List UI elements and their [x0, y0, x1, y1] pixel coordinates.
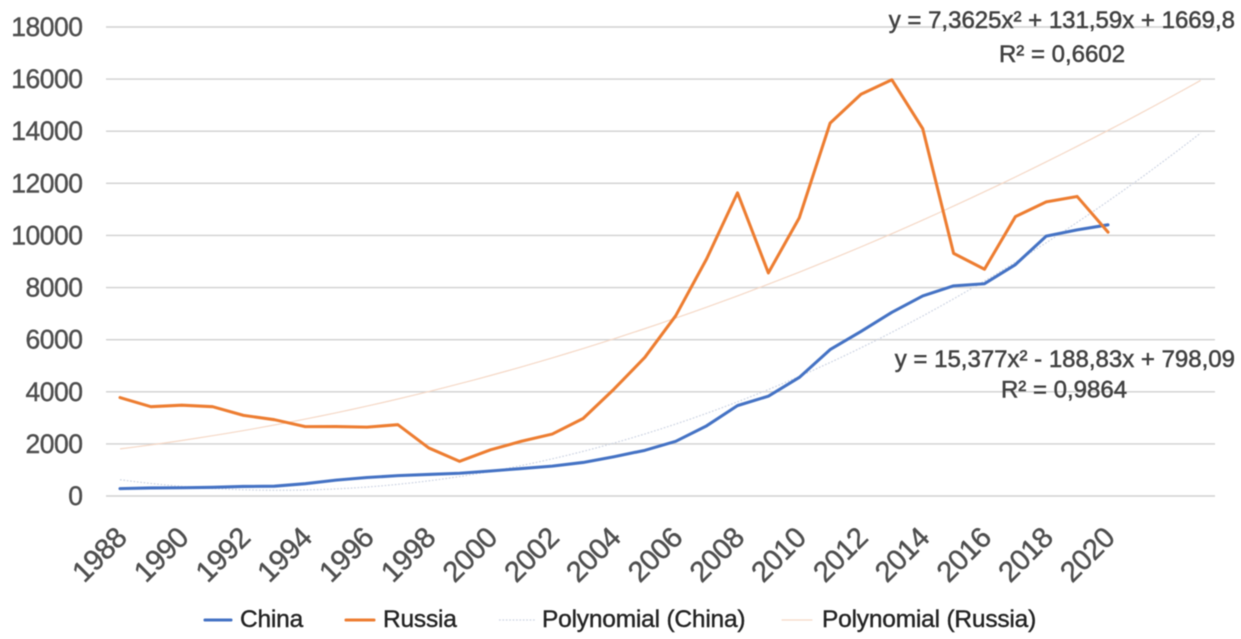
svg-text:12000: 12000 — [11, 168, 82, 198]
svg-text:2008: 2008 — [684, 522, 751, 589]
svg-text:Polynomial (Russia): Polynomial (Russia) — [822, 606, 1036, 633]
svg-text:18000: 18000 — [11, 12, 82, 42]
svg-text:10000: 10000 — [11, 220, 82, 250]
svg-text:R² = 0,6602: R² = 0,6602 — [999, 41, 1125, 68]
svg-text:China: China — [240, 606, 304, 633]
svg-text:2010: 2010 — [746, 522, 813, 589]
svg-text:8000: 8000 — [26, 273, 83, 303]
svg-text:4000: 4000 — [26, 377, 83, 407]
svg-text:1990: 1990 — [128, 522, 195, 589]
svg-text:y = 7,3625x² + 131,59x + 1669,: y = 7,3625x² + 131,59x + 1669,8 — [889, 7, 1235, 34]
svg-text:1996: 1996 — [313, 522, 380, 589]
svg-text:2018: 2018 — [993, 522, 1060, 589]
svg-text:2006: 2006 — [622, 522, 689, 589]
svg-text:y = 15,377x² - 188,83x + 798,0: y = 15,377x² - 188,83x + 798,09 — [895, 346, 1235, 373]
svg-text:16000: 16000 — [11, 64, 82, 94]
svg-text:14000: 14000 — [11, 116, 82, 146]
svg-text:Polynomial (China): Polynomial (China) — [542, 606, 745, 633]
svg-text:0: 0 — [68, 481, 82, 511]
svg-text:1992: 1992 — [190, 522, 257, 589]
svg-text:1998: 1998 — [375, 522, 442, 589]
svg-text:6000: 6000 — [26, 325, 83, 355]
svg-text:2016: 2016 — [931, 522, 998, 589]
svg-text:2004: 2004 — [560, 522, 627, 589]
svg-text:2000: 2000 — [26, 429, 83, 459]
svg-text:Russia: Russia — [383, 606, 457, 633]
svg-text:2012: 2012 — [807, 522, 874, 589]
svg-text:2002: 2002 — [499, 522, 566, 589]
svg-text:2000: 2000 — [437, 522, 504, 589]
svg-text:1988: 1988 — [66, 522, 133, 589]
svg-text:1994: 1994 — [252, 522, 319, 589]
svg-text:2020: 2020 — [1054, 522, 1121, 589]
svg-text:R² = 0,9864: R² = 0,9864 — [1001, 377, 1127, 404]
svg-text:2014: 2014 — [869, 522, 936, 589]
